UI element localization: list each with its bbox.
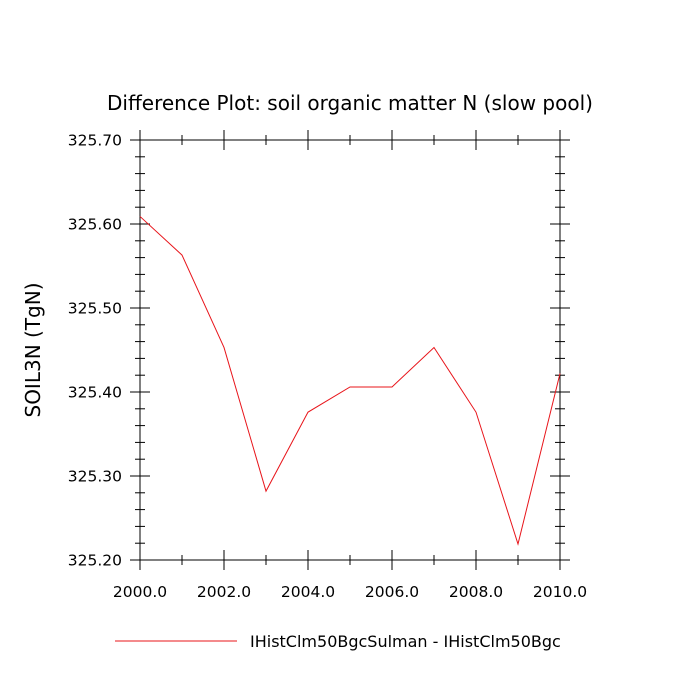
x-tick-label: 2006.0: [365, 583, 419, 601]
plot-frame: [139, 139, 561, 561]
y-tick-label: 325.70: [68, 132, 122, 150]
x-tick-label: 2000.0: [113, 583, 167, 601]
y-tick-label: 325.60: [68, 216, 122, 234]
chart-title: Difference Plot: soil organic matter N (…: [107, 91, 593, 115]
y-axis-ticks: [130, 139, 570, 561]
y-tick-label: 325.20: [68, 552, 122, 570]
x-axis-ticks: [139, 130, 561, 570]
series-layer: [139, 216, 561, 546]
x-tick-label: 2002.0: [197, 583, 251, 601]
x-tick-label: 2004.0: [281, 583, 335, 601]
y-axis-tick-labels: 325.20 325.30 325.40 325.50 325.60 325.70: [68, 132, 122, 570]
y-axis-label: SOIL3N (TgN): [21, 283, 45, 418]
series-line-0: [139, 216, 561, 546]
y-tick-label: 325.50: [68, 300, 122, 318]
legend: IHistClm50BgcSulman - IHistClm50Bgc: [115, 632, 561, 651]
y-tick-label: 325.40: [68, 384, 122, 402]
x-tick-label: 2010.0: [533, 583, 587, 601]
x-tick-label: 2008.0: [449, 583, 503, 601]
legend-label: IHistClm50BgcSulman - IHistClm50Bgc: [250, 632, 561, 651]
y-tick-label: 325.30: [68, 468, 122, 486]
x-axis-tick-labels: 2000.0 2002.0 2004.0 2006.0 2008.0 2010.0: [113, 583, 587, 601]
